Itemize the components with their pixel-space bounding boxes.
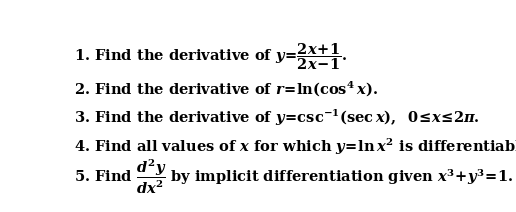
Text: 1. Find the derivative of $y\!=\!\dfrac{2x\!+\!1}{2x\!-\!1}.$: 1. Find the derivative of $y\!=\!\dfrac{…	[74, 41, 347, 72]
Text: 2. Find the derivative of $r\!=\!\ln(\cos^4 x).$: 2. Find the derivative of $r\!=\!\ln(\co…	[74, 79, 378, 98]
Text: 3. Find the derivative of $y\!=\!\mathrm{csc}^{-1}(\sec x),\;\; 0\!\leq\! x\!\le: 3. Find the derivative of $y\!=\!\mathrm…	[74, 107, 480, 128]
Text: 4. Find all values of $x$ for which $y\!=\!\ln x^2$ is differentiable.: 4. Find all values of $x$ for which $y\!…	[74, 137, 516, 157]
Text: 5. Find $\dfrac{d^2y}{dx^2}$ by implicit differentiation given $x^3\!+\!y^3\!=\!: 5. Find $\dfrac{d^2y}{dx^2}$ by implicit…	[74, 157, 514, 195]
